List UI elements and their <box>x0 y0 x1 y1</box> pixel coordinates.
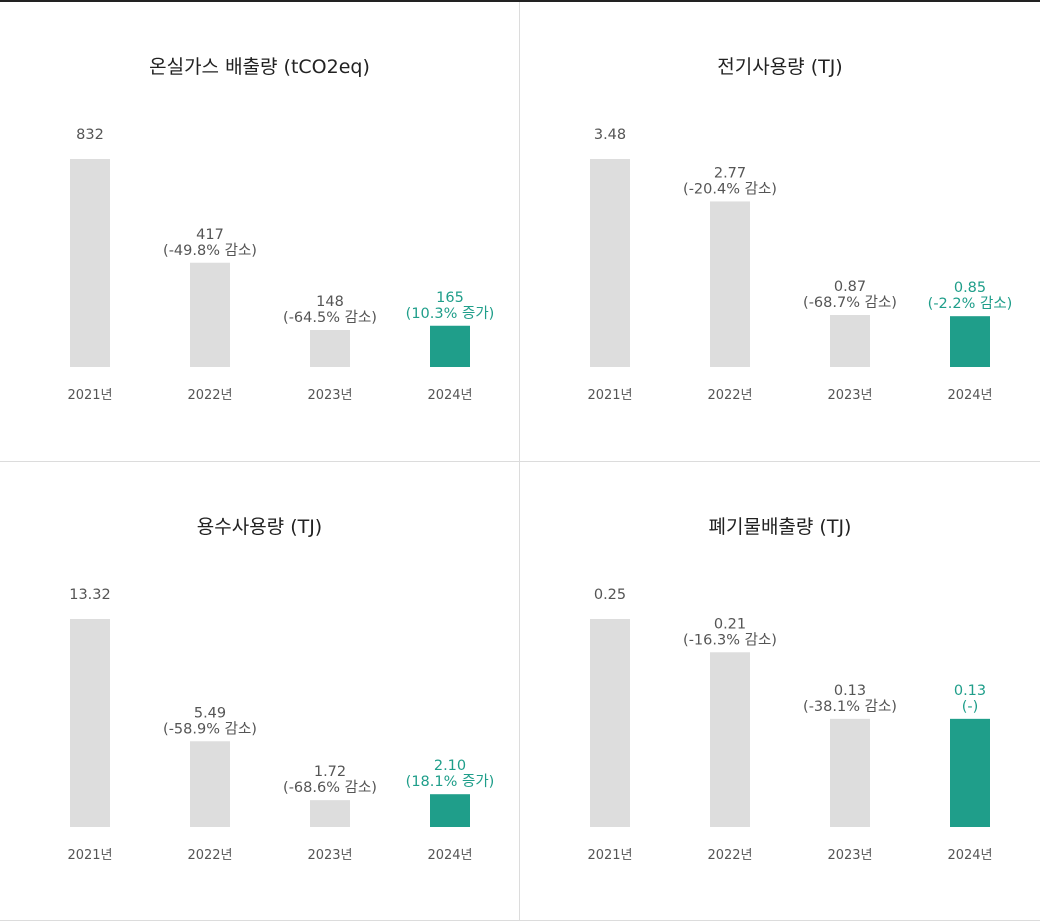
value-label: 2.77 <box>714 165 746 181</box>
x-tick-label: 2024년 <box>947 388 992 403</box>
x-tick-label: 2021년 <box>67 848 112 863</box>
value-label: 0.13 <box>954 683 986 699</box>
change-label: (-2.2% 감소) <box>928 295 1013 312</box>
x-tick-label: 2023년 <box>307 388 352 403</box>
x-tick-label: 2023년 <box>827 848 872 863</box>
bar-2021년 <box>70 619 110 827</box>
change-label: (18.1% 증가) <box>406 773 495 790</box>
x-tick-label: 2022년 <box>707 388 752 403</box>
bar-chart-electricity: 3.48 2021년 2.77(-20.4% 감소) 2022년 0.87(-68.7%… <box>587 127 1013 403</box>
chart-title: 전기사용량 (TJ) <box>717 56 843 78</box>
change-label: (-20.4% 감소) <box>683 180 777 197</box>
x-tick-label: 2023년 <box>307 848 352 863</box>
bar-chart-ghg: 832 2021년 417(-49.8% 감소) 2022년 148(-64.5% 감소… <box>67 127 495 403</box>
x-tick-label: 2022년 <box>707 848 752 863</box>
bar-2023년 <box>830 718 870 827</box>
x-tick-label: 2021년 <box>587 388 632 403</box>
change-label: (-68.6% 감소) <box>283 779 377 796</box>
value-label: 148 <box>316 294 344 310</box>
chart-title: 폐기물배출량 (TJ) <box>708 516 852 538</box>
value-label: 3.48 <box>594 127 626 143</box>
x-tick-label: 2024년 <box>427 388 472 403</box>
value-label: 5.49 <box>194 705 226 721</box>
value-label: 0.87 <box>834 279 866 295</box>
bar-2023년 <box>310 330 350 367</box>
x-tick-label: 2023년 <box>827 388 872 403</box>
bar-2024년 <box>430 325 470 367</box>
chart-panel-electricity: 전기사용량 (TJ) 3.48 2021년 2.77 (-20.4% 감소) 2022년… <box>520 2 1040 462</box>
change-label: (-) <box>962 699 979 715</box>
bar-2022년 <box>710 652 750 827</box>
bar-2021년 <box>590 619 630 827</box>
bar-2022년 <box>190 262 230 367</box>
chart-panel-waste: 폐기물배출량 (TJ) 0.25 2021년 0.21 (-16.3% 감소) 2022… <box>520 462 1040 921</box>
bar-2021년 <box>590 159 630 367</box>
value-label: 2.10 <box>434 758 466 774</box>
bar-2022년 <box>190 741 230 827</box>
value-label: 0.13 <box>834 683 866 699</box>
bar-2022년 <box>710 201 750 367</box>
x-tick-label: 2021년 <box>587 848 632 863</box>
change-label: (10.3% 증가) <box>406 305 495 322</box>
x-tick-label: 2022년 <box>187 388 232 403</box>
change-label: (-68.7% 감소) <box>803 294 897 311</box>
chart-title: 온실가스 배출량 (tCO2eq) <box>149 56 370 78</box>
value-label: 832 <box>76 127 104 143</box>
bar-2024년 <box>950 718 990 827</box>
bar-2021년 <box>70 159 110 367</box>
top-rule <box>0 0 1040 2</box>
x-tick-label: 2022년 <box>187 848 232 863</box>
value-label: 165 <box>436 290 464 306</box>
bar-2024년 <box>950 316 990 367</box>
value-label: 0.25 <box>594 587 626 603</box>
chart-panel-water: 용수사용량 (TJ) 13.32 2021년 5.49 (-58.9% 감소) 2022… <box>0 462 520 921</box>
x-tick-label: 2024년 <box>427 848 472 863</box>
x-tick-label: 2024년 <box>947 848 992 863</box>
chart-panel-ghg: 온실가스 배출량 (tCO2eq) 832 2021년 417 (-49.8% 감소)… <box>0 2 520 462</box>
bar-2023년 <box>310 800 350 827</box>
value-label: 0.21 <box>714 616 746 632</box>
change-label: (-16.3% 감소) <box>683 631 777 648</box>
value-label: 1.72 <box>314 764 346 780</box>
bar-chart-water: 13.32 2021년 5.49(-58.9% 감소) 2022년 1.72(-68.6… <box>67 587 495 863</box>
chart-title: 용수사용량 (TJ) <box>196 516 323 538</box>
change-label: (-58.9% 감소) <box>163 720 257 737</box>
change-label: (-38.1% 감소) <box>803 698 897 715</box>
value-label: 13.32 <box>69 587 111 603</box>
x-tick-label: 2021년 <box>67 388 112 403</box>
bar-2023년 <box>830 315 870 367</box>
bar-2024년 <box>430 794 470 827</box>
value-label: 0.85 <box>954 280 986 296</box>
value-label: 417 <box>196 227 224 243</box>
change-label: (-64.5% 감소) <box>283 309 377 326</box>
change-label: (-49.8% 감소) <box>163 242 257 259</box>
